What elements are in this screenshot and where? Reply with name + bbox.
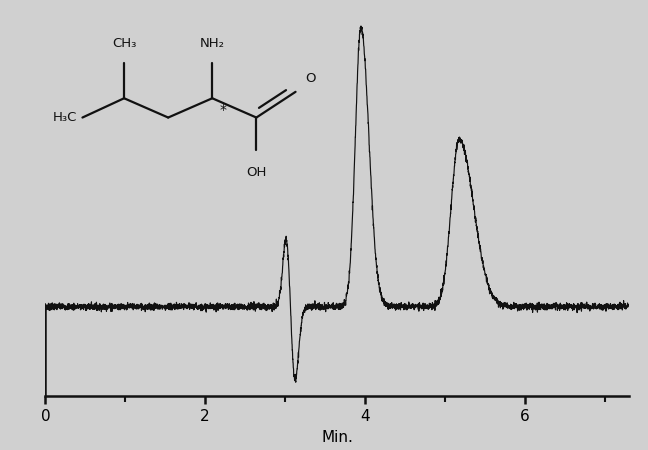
X-axis label: Min.: Min. [321, 430, 353, 445]
